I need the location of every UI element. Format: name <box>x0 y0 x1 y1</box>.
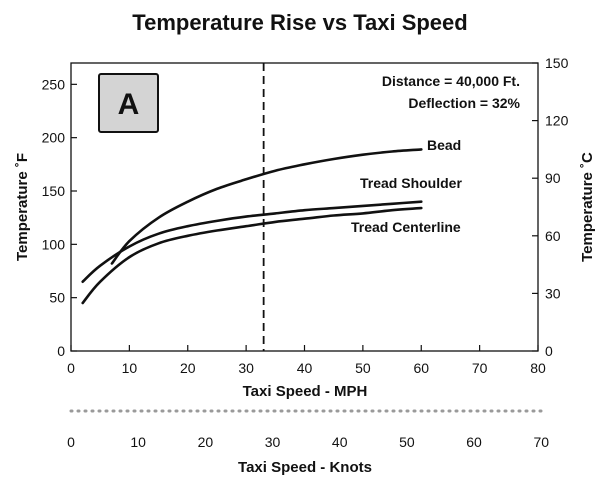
y2-tick-label: 150 <box>545 55 569 71</box>
knots-tick-label: 70 <box>533 434 549 450</box>
y-tick-label: 100 <box>42 236 66 252</box>
x-tick-label: 40 <box>297 360 313 376</box>
series-layer <box>81 148 423 305</box>
x-tick-label: 30 <box>238 360 254 376</box>
x-tick-label: 60 <box>413 360 429 376</box>
y2-tick-label: 0 <box>545 343 553 359</box>
series-line-tread-centerline <box>81 206 423 305</box>
series-line-tread-shoulder <box>81 200 423 283</box>
annotation-deflection: Deflection = 32% <box>408 95 520 111</box>
y-tick-label: 150 <box>42 183 66 199</box>
knots-tick-label: 60 <box>466 434 482 450</box>
knots-tick-label: 50 <box>399 434 415 450</box>
series-line-bead <box>110 148 423 265</box>
knots-tick-label: 30 <box>265 434 281 450</box>
y2-tick-label: 120 <box>545 113 569 129</box>
y-axis-label-fahrenheit: Temperature ˚F <box>14 153 31 261</box>
knots-tick-label: 40 <box>332 434 348 450</box>
x-tick-label: 10 <box>122 360 138 376</box>
y-tick-label: 50 <box>49 290 65 306</box>
x-tick-label: 20 <box>180 360 196 376</box>
x-tick-label: 70 <box>472 360 488 376</box>
y-tick-label: 0 <box>57 343 65 359</box>
annotation-distance: Distance = 40,000 Ft. <box>382 73 520 89</box>
x-tick-label: 50 <box>355 360 371 376</box>
y-tick-label: 250 <box>42 76 66 92</box>
knots-ticks-layer: 0 10 20 30 40 50 60 70 <box>67 434 549 450</box>
y-tick-label: 200 <box>42 130 66 146</box>
series-label-tread-shoulder: Tread Shoulder <box>360 175 462 191</box>
knots-tick-label: 0 <box>67 434 75 450</box>
badge-letter: A <box>118 88 140 121</box>
series-label-bead: Bead <box>427 137 461 153</box>
ticks-layer: 0 10 20 30 40 50 60 70 8005010015020025003060901… <box>42 55 569 376</box>
knots-tick-label: 20 <box>198 434 214 450</box>
x-axis-label: Taxi Speed - MPH <box>243 383 368 400</box>
y2-tick-label: 60 <box>545 228 561 244</box>
knots-tick-label: 10 <box>130 434 146 450</box>
x-tick-label: 0 <box>67 360 75 376</box>
y-axis-label-celsius: Temperature ˚C <box>579 152 596 262</box>
y2-tick-label: 90 <box>545 170 561 186</box>
badge-box <box>98 73 159 133</box>
series-label-tread-centerline: Tread Centerline <box>351 219 461 235</box>
x-tick-label: 80 <box>530 360 546 376</box>
y2-tick-label: 30 <box>545 285 561 301</box>
x-axis-label-knots: Taxi Speed - Knots <box>238 459 372 476</box>
chart-title: Temperature Rise vs Taxi Speed <box>132 10 467 35</box>
